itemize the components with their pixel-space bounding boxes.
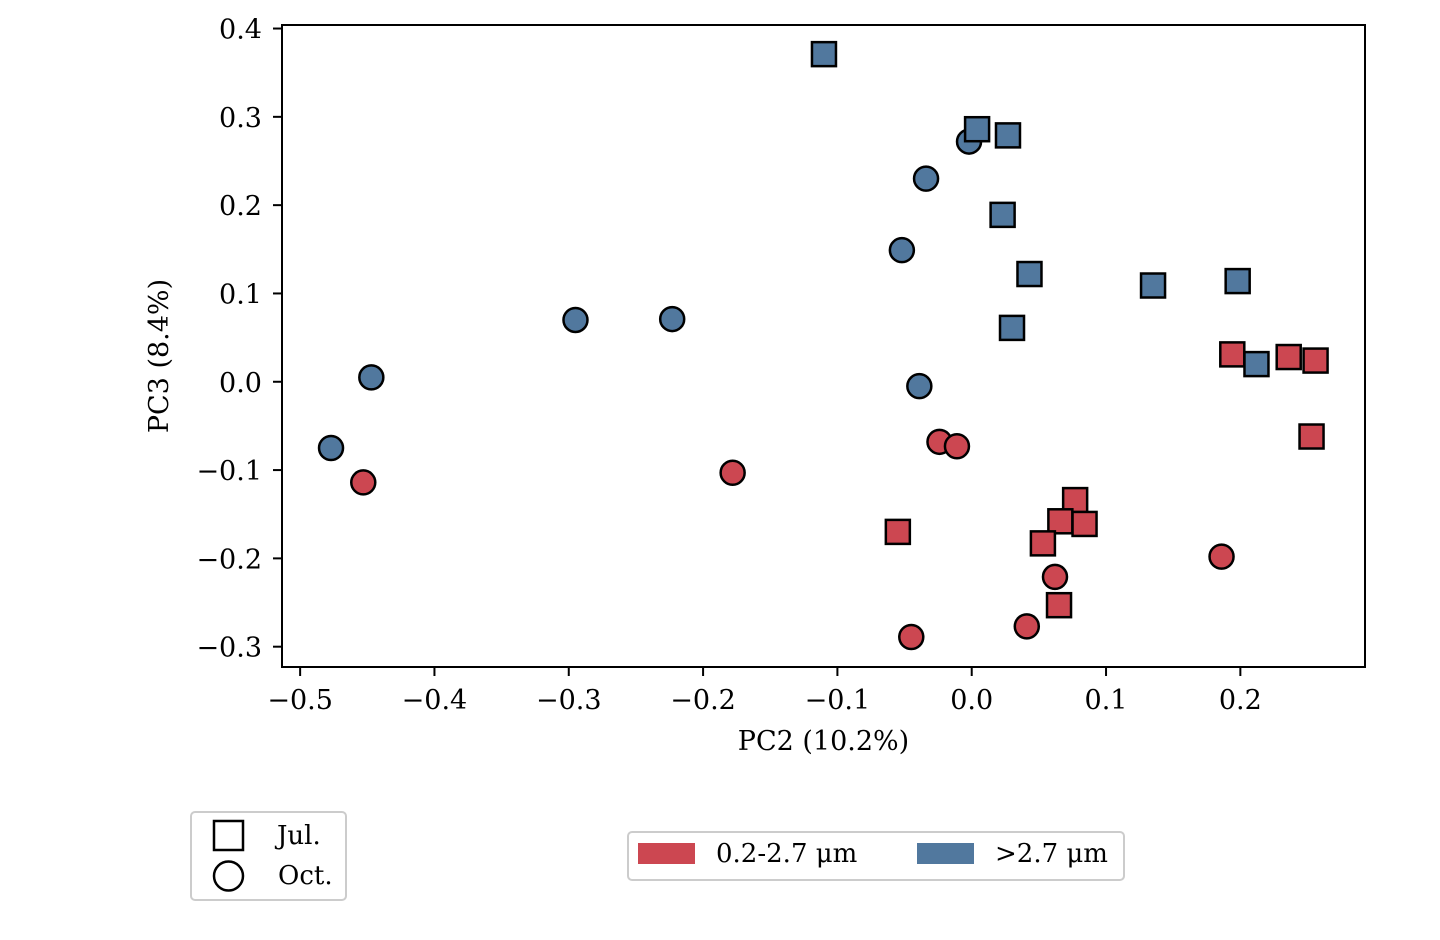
y-tick-label: −0.2: [196, 544, 262, 575]
data-point-circle-large: [912, 165, 940, 192]
data-point-circle-small: [1041, 563, 1069, 591]
legend-label-large-fraction: >2.7 μm: [995, 839, 1108, 869]
color-legend-frame: [627, 831, 1125, 881]
legend-swatch-large-fraction: [917, 843, 974, 864]
marker-legend-frame: [190, 811, 347, 901]
data-point-circle-large: [317, 434, 345, 462]
x-axis-label: PC2 (10.2%): [738, 726, 909, 757]
data-point-square-large: [994, 122, 1022, 149]
legend-label-jul: Jul.: [274, 821, 321, 851]
y-tick-label: 0.0: [219, 368, 262, 399]
data-point-square-small: [1298, 423, 1325, 450]
x-tick-label: −0.3: [536, 685, 602, 716]
x-tick-label: 0.2: [1219, 685, 1262, 716]
data-point-square-small: [1047, 508, 1074, 535]
data-point-circle-small: [350, 469, 377, 496]
data-point-square-small: [1275, 343, 1302, 371]
x-tick-label: 0.1: [1085, 685, 1128, 716]
y-tick-label: −0.1: [196, 456, 262, 487]
x-tick-label: 0.0: [950, 685, 993, 716]
data-point-square-small: [884, 518, 912, 546]
data-point-circle-large: [658, 305, 686, 333]
x-tick-label: −0.2: [670, 685, 736, 716]
x-tick-label: −0.5: [267, 685, 333, 716]
data-point-square-small: [1302, 347, 1329, 374]
legend-circle-icon: [212, 860, 245, 892]
y-axis-ticks: 0.4 0.3 0.2 0.1 0.0 −0.1 −0.2 −0.3: [196, 15, 282, 664]
data-point-circle-small: [719, 459, 746, 486]
data-point-square-small: [1071, 510, 1098, 538]
plot-frame: [281, 24, 1366, 668]
data-point-square-large: [989, 201, 1016, 229]
data-point-circle-large: [562, 306, 589, 334]
y-tick-label: 0.2: [219, 191, 262, 222]
points-layer: [317, 40, 1329, 651]
data-point-square-large: [1016, 260, 1043, 288]
data-point-circle-large: [888, 236, 916, 264]
data-point-square-large: [1139, 272, 1167, 299]
data-point-square-large: [998, 314, 1026, 342]
y-axis-label: PC3 (8.4%): [144, 279, 175, 433]
color-legend: 0.2-2.7 μm >2.7 μm: [627, 831, 1125, 881]
legend-label-small-fraction: 0.2-2.7 μm: [716, 839, 857, 869]
data-point-square-large: [810, 40, 838, 68]
y-tick-label: 0.4: [219, 15, 262, 46]
legend-square-icon: [212, 819, 245, 852]
data-point-circle-large: [906, 372, 933, 400]
x-tick-label: −0.4: [402, 685, 468, 716]
data-point-circle-small: [1208, 543, 1235, 570]
y-tick-label: 0.3: [219, 103, 262, 134]
data-point-circle-small: [898, 623, 925, 651]
x-axis-ticks: −0.5 −0.4 −0.3 −0.2 −0.1 0.0 0.1 0.2: [267, 667, 1262, 716]
y-tick-label: 0.1: [219, 279, 262, 310]
x-tick-label: −0.1: [805, 685, 871, 716]
data-point-square-large: [963, 115, 991, 143]
legend-label-oct: Oct.: [278, 861, 333, 891]
legend-swatch-small-fraction: [638, 843, 695, 864]
data-point-square-small: [1219, 341, 1246, 368]
data-point-square-large: [1224, 267, 1251, 295]
data-point-square-small: [1045, 591, 1073, 619]
data-point-circle-small: [943, 432, 971, 460]
data-point-square-small: [1029, 530, 1057, 557]
y-tick-label: −0.3: [196, 633, 262, 664]
data-point-circle-large: [358, 364, 385, 391]
marker-legend: Jul. Oct.: [190, 811, 347, 901]
data-point-circle-small: [1013, 613, 1041, 640]
data-point-square-large: [1243, 350, 1270, 378]
